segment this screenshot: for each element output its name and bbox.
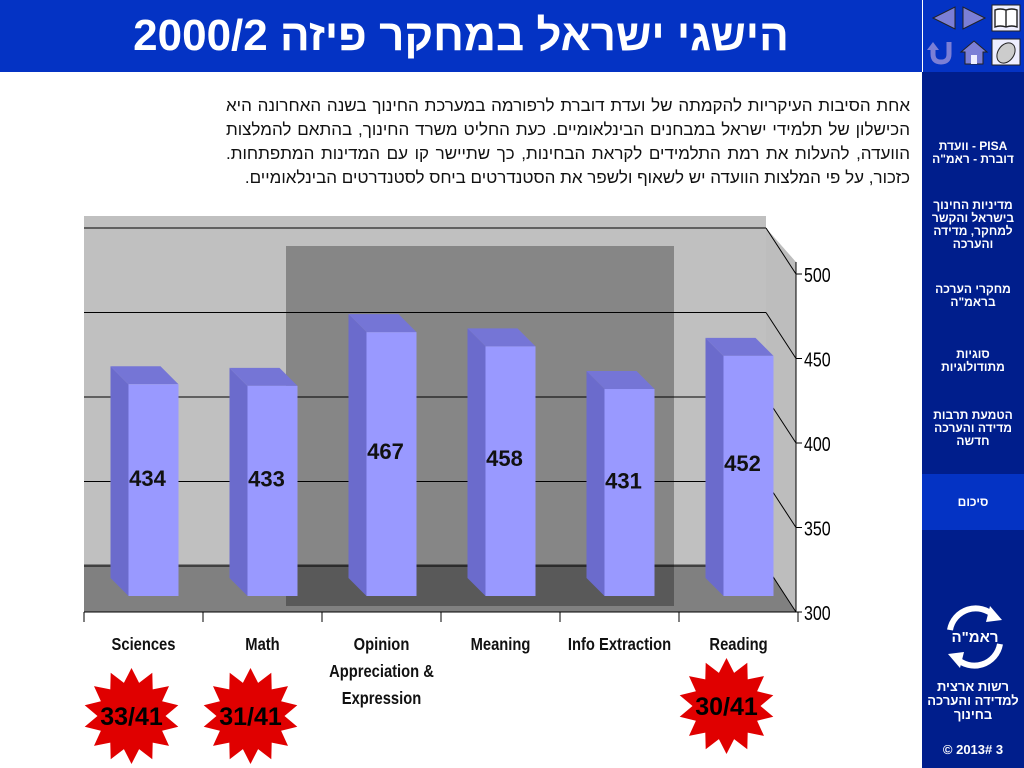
mouse-icon[interactable] <box>991 38 1021 66</box>
sidebar-item-methodological-issues[interactable]: סוגיות מתודולוגיות <box>941 347 1005 374</box>
copyright: © 2013# 3 <box>942 742 1004 757</box>
navigation-panel <box>922 0 1024 72</box>
svg-text:ראמ"ה: ראמ"ה <box>951 629 998 646</box>
bar-side <box>467 328 486 596</box>
data-label: 434 <box>129 466 166 491</box>
sidebar-item-education-policy[interactable]: מדיניות החינוך בישראל והקשר למחקר, מדידה… <box>931 198 1015 251</box>
bar-side <box>348 314 367 596</box>
y-tick-label: 300 <box>804 602 831 624</box>
bar <box>604 389 655 596</box>
intro-paragraph: אחת הסיבות העיקריות להקמתה של ועדת דוברת… <box>226 96 910 187</box>
return-icon[interactable] <box>927 38 957 66</box>
bar <box>366 332 417 596</box>
rank-star <box>679 658 774 754</box>
bar <box>485 346 536 596</box>
gridline-side <box>765 312 797 359</box>
sidebar-item-summary[interactable]: סיכום <box>922 474 1024 530</box>
y-tick-label: 400 <box>804 433 831 455</box>
sidebar-item-pisa[interactable]: PISA - וועדת דוברת - ראמ"ה <box>932 139 1014 166</box>
bar <box>723 355 774 596</box>
y-tick-label: 500 <box>804 264 831 286</box>
sidebar-item-evaluation-research[interactable]: מחקרי הערכה בראמ"ה <box>935 282 1011 309</box>
sidebar-item-assessment-culture[interactable]: הטמעת תרבות מדידה והערכה חדשה <box>933 407 1013 448</box>
category-label: Math <box>245 635 279 655</box>
home-icon[interactable] <box>959 38 989 66</box>
bar-side <box>705 337 724 596</box>
y-tick-label: 350 <box>804 518 831 540</box>
bar-chart: 300 350 400 450 500 434 Sciences 433 Math 467 Opin… <box>83 216 831 764</box>
bar-top <box>229 367 298 386</box>
bar-top <box>467 328 536 347</box>
data-label: 458 <box>486 446 523 471</box>
category-label: Appreciation & <box>329 662 434 682</box>
rank-star <box>203 668 298 764</box>
data-label: 431 <box>605 468 642 493</box>
category-label: Sciences <box>112 635 176 655</box>
category-label: Meaning <box>471 635 531 655</box>
bar-top <box>348 314 417 333</box>
bar <box>247 385 298 596</box>
title-bar: הישגי ישראל במחקר פיזה 2000/2 <box>0 0 922 72</box>
data-label: 452 <box>724 451 761 476</box>
bar-top <box>705 337 774 356</box>
page-title: הישגי ישראל במחקר פיזה 2000/2 <box>133 11 789 60</box>
rama-logo: ראמ"ה <box>939 601 1011 673</box>
category-label: Expression <box>342 689 421 709</box>
category-label: Info Extraction <box>568 635 671 655</box>
bar-side <box>586 371 605 596</box>
data-label: 433 <box>248 467 285 492</box>
rank-label: 30/41 <box>695 693 758 721</box>
organization-name: רשות ארצית למדידה והערכה בחינוך <box>927 679 1019 722</box>
data-label: 467 <box>367 439 404 464</box>
bar-side <box>110 366 129 596</box>
book-icon[interactable] <box>991 4 1021 32</box>
bar <box>128 384 179 596</box>
rank-label: 33/41 <box>100 703 163 731</box>
bar-top <box>110 366 179 385</box>
back-arrow-icon[interactable] <box>929 4 959 32</box>
rank-label: 31/41 <box>219 703 282 731</box>
category-label: Reading <box>709 635 767 655</box>
y-tick-label: 450 <box>804 349 831 371</box>
bar-top <box>586 371 655 390</box>
forward-arrow-icon[interactable] <box>959 4 989 32</box>
rank-star <box>84 668 179 764</box>
gridline-side <box>765 227 797 275</box>
category-label: Opinion <box>354 635 410 655</box>
bar-side <box>229 367 248 596</box>
